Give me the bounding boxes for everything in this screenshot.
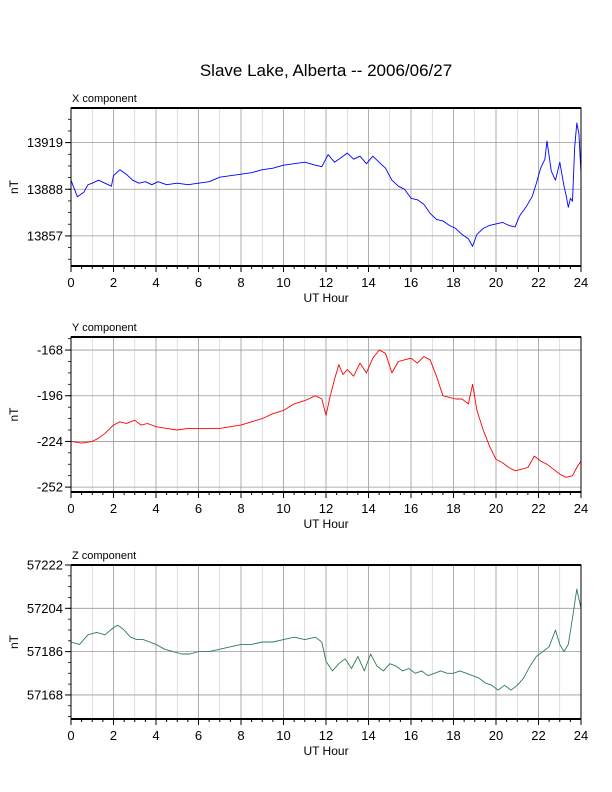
z-x-tick-label: 22 (531, 728, 545, 743)
y-x-tick-label: 12 (319, 501, 333, 516)
y-x-axis-label: UT Hour (303, 517, 348, 531)
x-y-axis-label: nT (7, 179, 21, 194)
z-x-tick-label: 16 (404, 728, 418, 743)
x-x-tick-label: 16 (404, 275, 418, 290)
z-component-series-line (70, 588, 582, 691)
y-x-tick-label: 14 (361, 501, 375, 516)
y-x-tick-label: 8 (237, 501, 244, 516)
y-x-tick-label: 20 (489, 501, 503, 516)
x-x-tick-label: 20 (489, 275, 503, 290)
x-x-axis-label: UT Hour (303, 291, 348, 305)
x-y-tick-label: 13919 (27, 135, 63, 150)
x-x-tick-label: 6 (195, 275, 202, 290)
y-x-tick-label: 4 (152, 501, 159, 516)
z-y-tick-label: 57186 (27, 644, 63, 659)
x-x-tick-label: 0 (67, 275, 74, 290)
chart-title: Slave Lake, Alberta -- 2006/06/27 (200, 61, 452, 80)
z-component-panel: 0 2 4 6 8 10 12 14 16 18 20 22 245716857186572045722… (7, 550, 588, 758)
y-x-tick-label: 0 (67, 501, 74, 516)
z-component-label: Z component (72, 550, 136, 562)
z-x-tick-label: 20 (489, 728, 503, 743)
y-x-tick-label: 22 (531, 501, 545, 516)
y-x-tick-label: 10 (276, 501, 290, 516)
y-component-series-line (70, 349, 582, 478)
y-x-tick-label: 6 (195, 501, 202, 516)
x-x-tick-label: 10 (276, 275, 290, 290)
y-y-tick-label: -168 (37, 343, 63, 358)
y-x-tick-label: 2 (110, 501, 117, 516)
x-x-tick-label: 8 (237, 275, 244, 290)
x-x-tick-label: 22 (531, 275, 545, 290)
z-y-axis-label: nT (7, 634, 21, 649)
y-x-tick-label: 18 (446, 501, 460, 516)
x-x-tick-label: 24 (574, 275, 588, 290)
y-component-label: Y component (72, 322, 137, 334)
y-y-axis-label: nT (7, 407, 21, 422)
y-y-tick-label: -224 (37, 434, 63, 449)
z-x-tick-label: 24 (574, 728, 588, 743)
y-x-tick-label: 24 (574, 501, 588, 516)
z-x-tick-label: 2 (110, 728, 117, 743)
y-x-tick-label: 16 (404, 501, 418, 516)
y-y-tick-label: -196 (37, 388, 63, 403)
x-x-tick-label: 12 (319, 275, 333, 290)
z-x-tick-label: 4 (152, 728, 159, 743)
z-x-tick-label: 0 (67, 728, 74, 743)
z-y-tick-label: 57168 (27, 687, 63, 702)
z-x-tick-label: 10 (276, 728, 290, 743)
x-y-tick-label: 13888 (27, 182, 63, 197)
z-x-tick-label: 18 (446, 728, 460, 743)
x-x-tick-label: 2 (110, 275, 117, 290)
x-x-tick-label: 14 (361, 275, 375, 290)
y-y-tick-label: -252 (37, 480, 63, 495)
z-x-tick-label: 12 (319, 728, 333, 743)
x-x-tick-label: 4 (152, 275, 159, 290)
z-x-axis-label: UT Hour (303, 744, 348, 758)
x-component-label: X component (72, 93, 137, 105)
x-y-tick-label: 13857 (27, 228, 63, 243)
z-x-tick-label: 14 (361, 728, 375, 743)
z-x-tick-label: 8 (237, 728, 244, 743)
z-x-tick-label: 6 (195, 728, 202, 743)
z-y-tick-label: 57222 (27, 558, 63, 573)
x-x-tick-label: 18 (446, 275, 460, 290)
z-y-tick-label: 57204 (27, 601, 63, 616)
x-component-series-line (70, 122, 582, 247)
